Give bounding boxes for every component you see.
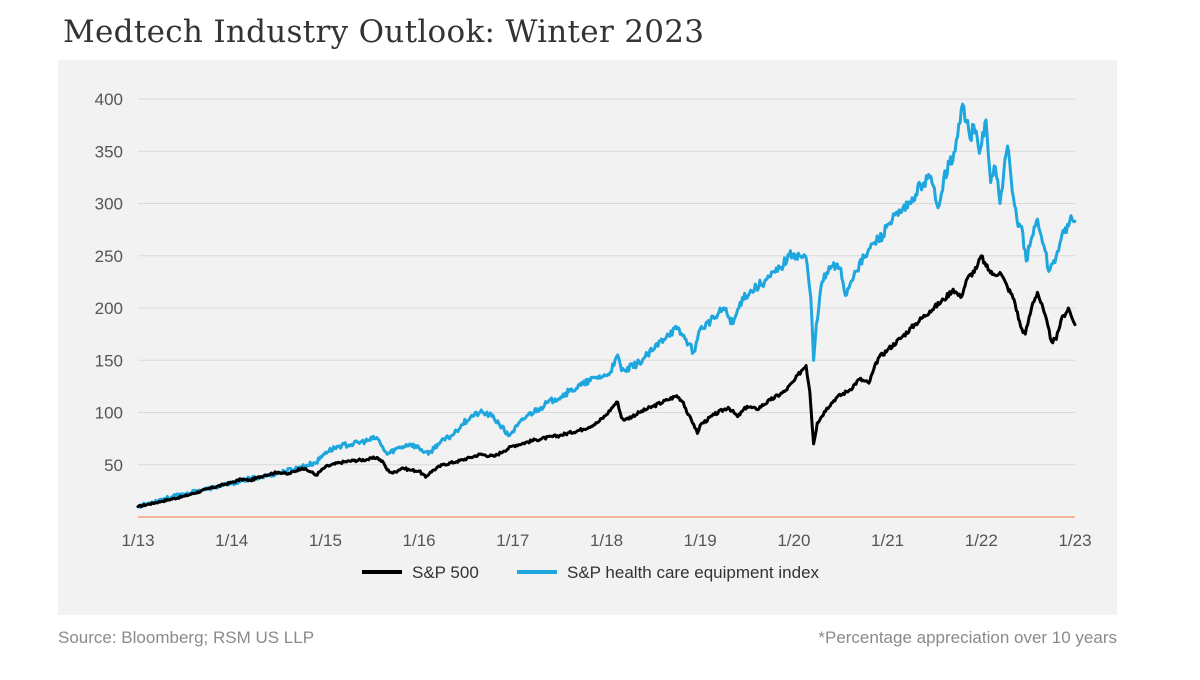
series-line-sp500 — [136, 254, 1077, 509]
legend: S&P 500 S&P health care equipment index — [362, 563, 820, 582]
chart-panel — [58, 60, 1117, 615]
x-tick-label: 1/19 — [684, 531, 717, 550]
series-lines — [136, 102, 1077, 509]
y-tick-label: 250 — [95, 247, 123, 266]
x-tick-label: 1/16 — [403, 531, 436, 550]
x-tick-label: 1/15 — [309, 531, 342, 550]
y-tick-label: 400 — [95, 90, 123, 109]
x-tick-label: 1/18 — [590, 531, 623, 550]
footnote: *Percentage appreciation over 10 years — [818, 628, 1117, 647]
x-tick-label: 1/20 — [777, 531, 810, 550]
page-title: Medtech Industry Outlook: Winter 2023 — [63, 14, 705, 50]
y-tick-label: 200 — [95, 299, 123, 318]
y-tick-label: 100 — [95, 404, 123, 423]
x-axis-tick-labels: 1/13 1/14 1/15 1/16 1/17 1/18 1/19 1/20 1/21 1/22… — [121, 531, 1091, 550]
y-axis-tick-labels: 50 100 150 200 250 300 350 400 — [95, 90, 123, 475]
x-tick-label: 1/17 — [496, 531, 529, 550]
legend-label-sp500: S&P 500 — [412, 563, 479, 582]
y-tick-label: 150 — [95, 351, 123, 370]
legend-label-health: S&P health care equipment index — [567, 563, 820, 582]
x-tick-label: 1/13 — [121, 531, 154, 550]
gridlines — [138, 98, 1075, 466]
y-tick-label: 50 — [104, 456, 123, 475]
source-note: Source: Bloomberg; RSM US LLP — [58, 628, 315, 647]
x-tick-label: 1/23 — [1058, 531, 1091, 550]
x-tick-label: 1/22 — [965, 531, 998, 550]
x-tick-label: 1/21 — [871, 531, 904, 550]
x-tick-label: 1/14 — [215, 531, 248, 550]
y-tick-label: 300 — [95, 195, 123, 214]
y-tick-label: 350 — [95, 142, 123, 161]
